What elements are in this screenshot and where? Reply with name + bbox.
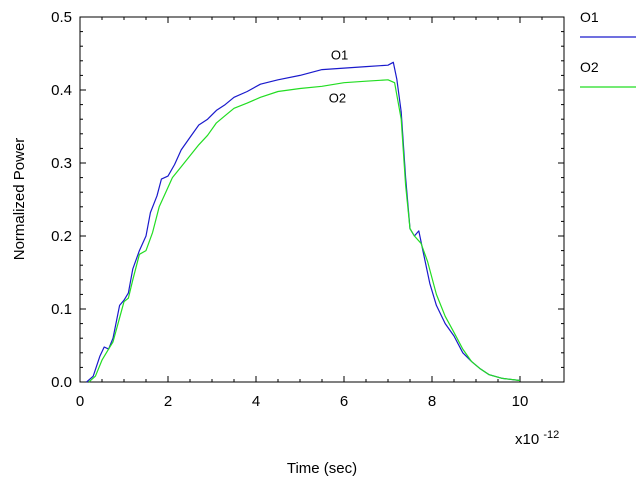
x-tick-label: 8 bbox=[428, 393, 436, 410]
legend-label-o1: O1 bbox=[580, 9, 599, 25]
legend: O1 O2 bbox=[580, 9, 636, 88]
y-tick-label: 0.5 bbox=[51, 9, 72, 26]
annotation-label-o2: O2 bbox=[329, 90, 346, 105]
x-tick-label: 10 bbox=[512, 393, 529, 410]
y-tick-label: 0.1 bbox=[51, 301, 72, 318]
x-tick-label: 0 bbox=[76, 393, 84, 410]
y-tick-label: 0.2 bbox=[51, 228, 72, 245]
y-tick-label: 0.0 bbox=[51, 374, 72, 391]
x-axis-ticks: 0 2 4 6 8 10 bbox=[76, 17, 543, 410]
annotation-label-o1: O1 bbox=[331, 47, 348, 62]
legend-label-o2: O2 bbox=[580, 59, 599, 75]
plot-frame bbox=[79, 16, 565, 383]
x-multiplier-base: x10 bbox=[515, 431, 539, 448]
x-tick-label: 6 bbox=[340, 393, 348, 410]
series-line-o2 bbox=[88, 79, 521, 383]
y-tick-label: 0.4 bbox=[51, 82, 72, 99]
x-multiplier-exponent: -12 bbox=[543, 429, 559, 441]
annotations: O1 O2 bbox=[329, 47, 349, 105]
x-multiplier-label: x10 -12 bbox=[515, 429, 559, 448]
x-axis-title: Time (sec) bbox=[287, 460, 357, 477]
plot-area: 0.0 0.1 0.2 0.3 0.4 0.5 0 2 4 6 8 10 O1 O2 bbox=[51, 9, 565, 410]
series-lines bbox=[86, 61, 521, 383]
x-tick-label: 4 bbox=[252, 393, 260, 410]
series-line-o1 bbox=[86, 61, 521, 383]
y-axis-title: Normalized Power bbox=[11, 138, 28, 261]
y-axis-ticks: 0.0 0.1 0.2 0.3 0.4 0.5 bbox=[51, 9, 564, 391]
x-tick-label: 2 bbox=[164, 393, 172, 410]
y-tick-label: 0.3 bbox=[51, 155, 72, 172]
